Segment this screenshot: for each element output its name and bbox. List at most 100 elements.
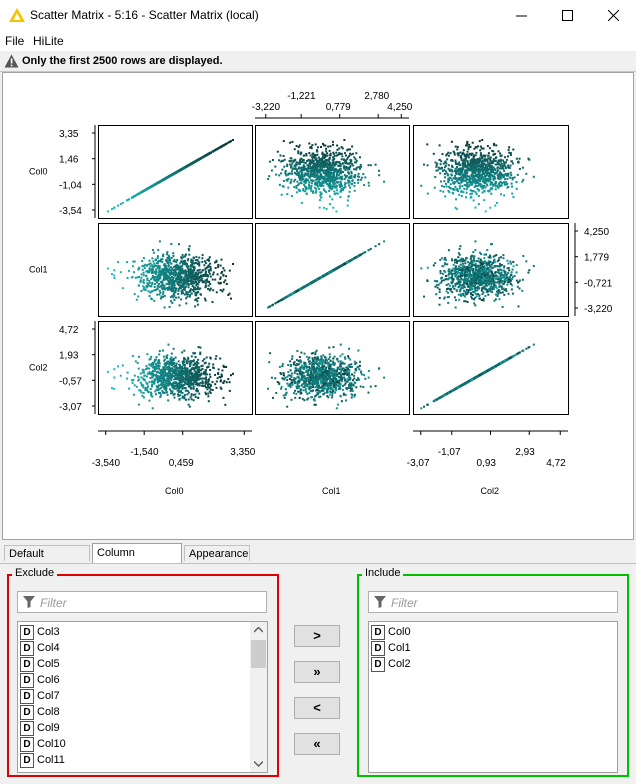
scatter-point: [474, 168, 476, 171]
scatter-point: [168, 277, 170, 280]
scatter-point: [454, 261, 456, 264]
scatter-point: [331, 180, 334, 183]
scatter-point: [310, 162, 313, 165]
scatter-point: [286, 193, 289, 196]
scatter-point: [207, 258, 210, 261]
scatter-point: [289, 141, 292, 144]
scatter-point: [181, 269, 184, 272]
scatter-point: [480, 178, 483, 181]
scatter-point: [148, 295, 151, 297]
scatter-point: [500, 173, 503, 176]
scatter-point: [298, 163, 301, 166]
scatter-point: [504, 183, 507, 186]
scatter-point: [301, 176, 304, 179]
scatter-point: [309, 175, 312, 178]
menu-file[interactable]: File: [5, 34, 25, 48]
scatter-point: [142, 280, 145, 283]
scatter-point: [133, 195, 136, 197]
scatter-point: [148, 259, 151, 262]
scatter-point: [473, 255, 476, 258]
scatter-point: [189, 163, 192, 166]
scatter-point: [338, 147, 341, 150]
scatter-point: [177, 170, 180, 173]
scatter-point: [335, 151, 338, 154]
scatter-point: [169, 278, 172, 281]
scatter-point: [525, 172, 528, 175]
scatter-point: [184, 281, 187, 284]
scatter-point: [436, 169, 439, 172]
scatter-point: [328, 168, 331, 171]
maximize-button[interactable]: [544, 0, 590, 31]
scatter-point: [478, 174, 481, 177]
scatter-point: [289, 163, 292, 166]
scatter-point: [472, 190, 475, 193]
scatter-point: [475, 146, 478, 149]
scatter-point: [490, 290, 493, 293]
scatter-point: [182, 285, 185, 288]
scatter-point: [479, 279, 482, 282]
scatter-point: [477, 257, 480, 260]
scatter-point: [448, 176, 451, 179]
scatter-point: [472, 176, 475, 179]
scatter-point: [476, 174, 479, 177]
scatter-point: [178, 286, 181, 289]
scatter-point: [483, 190, 486, 193]
scatter-point: [328, 166, 331, 168]
close-button[interactable]: [590, 0, 636, 31]
scatter-point: [325, 183, 328, 185]
scatter-point: [340, 152, 343, 155]
scatter-point: [462, 168, 465, 171]
scatter-point: [192, 161, 195, 164]
scatter-point: [284, 171, 287, 174]
scatter-point: [477, 160, 480, 163]
scatter-point: [287, 172, 290, 175]
scatter-point: [304, 172, 307, 175]
scatter-point: [338, 184, 341, 186]
scatter-point: [316, 149, 318, 152]
scatter-point: [493, 153, 496, 156]
scatter-point: [500, 162, 503, 165]
scatter-point: [267, 306, 270, 309]
scatter-point: [184, 275, 187, 277]
scatter-point: [140, 276, 143, 279]
scatter-point: [477, 189, 480, 192]
scatter-point: [507, 174, 510, 177]
scatter-point: [333, 268, 336, 271]
scatter-point: [491, 288, 494, 291]
scatter-point: [188, 272, 191, 274]
scatter-point: [296, 180, 299, 183]
scatter-point: [194, 274, 197, 277]
scatter-point: [106, 210, 109, 213]
minimize-button[interactable]: [498, 0, 544, 31]
scatter-point: [449, 176, 452, 179]
scatter-point: [290, 178, 293, 181]
scatter-point: [332, 182, 335, 185]
scatter-point: [312, 162, 315, 165]
scatter-point: [500, 184, 503, 187]
scatter-point: [314, 169, 317, 172]
scatter-point: [326, 165, 329, 168]
scatter-point: [179, 287, 182, 290]
menu-hilite[interactable]: HiLite: [33, 34, 64, 48]
scatter-point: [189, 279, 192, 282]
scatter-point: [337, 169, 340, 172]
scatter-point: [117, 261, 119, 264]
scatter-point: [147, 282, 150, 285]
scatter-point: [134, 276, 137, 279]
scatter-point: [184, 271, 187, 274]
scatter-point: [212, 271, 215, 274]
scatter-point: [177, 296, 180, 299]
scatter-point: [337, 164, 340, 167]
scatter-point: [472, 174, 475, 177]
scatter-point: [499, 152, 501, 155]
scatter-point: [312, 160, 315, 162]
scatter-point: [450, 140, 453, 143]
scatter-point: [135, 298, 138, 301]
scatter-point: [171, 272, 174, 275]
scatter-point: [355, 168, 358, 171]
scatter-point: [215, 148, 218, 151]
scatter-point: [340, 146, 343, 149]
scatter-matrix-plot[interactable]: 3,35 1,46 -1,04 -3,54 4,72 1,93 -0,57 -3,07 4,25…: [2, 72, 634, 540]
scatter-point: [221, 290, 224, 293]
scatter-point: [420, 267, 423, 270]
